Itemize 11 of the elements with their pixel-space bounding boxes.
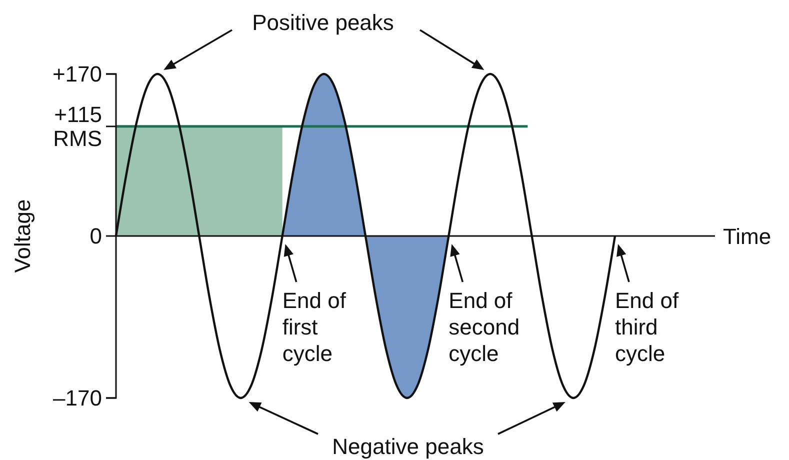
annotation: End of first cycle	[282, 288, 347, 366]
annotation: End of second cycle	[448, 288, 520, 366]
y-tick-label: +115 RMS	[53, 102, 102, 152]
annotation: End of third cycle	[615, 288, 680, 366]
y-tick-label: +170	[52, 62, 102, 87]
y-tick-label: –170	[53, 386, 102, 411]
x-axis-title: Time	[723, 224, 772, 249]
y-axis-title: Voltage	[10, 199, 35, 273]
text: Positive peaks	[252, 10, 394, 35]
text: Negative peaks	[332, 434, 484, 459]
y-tick-label: 0	[90, 224, 102, 249]
